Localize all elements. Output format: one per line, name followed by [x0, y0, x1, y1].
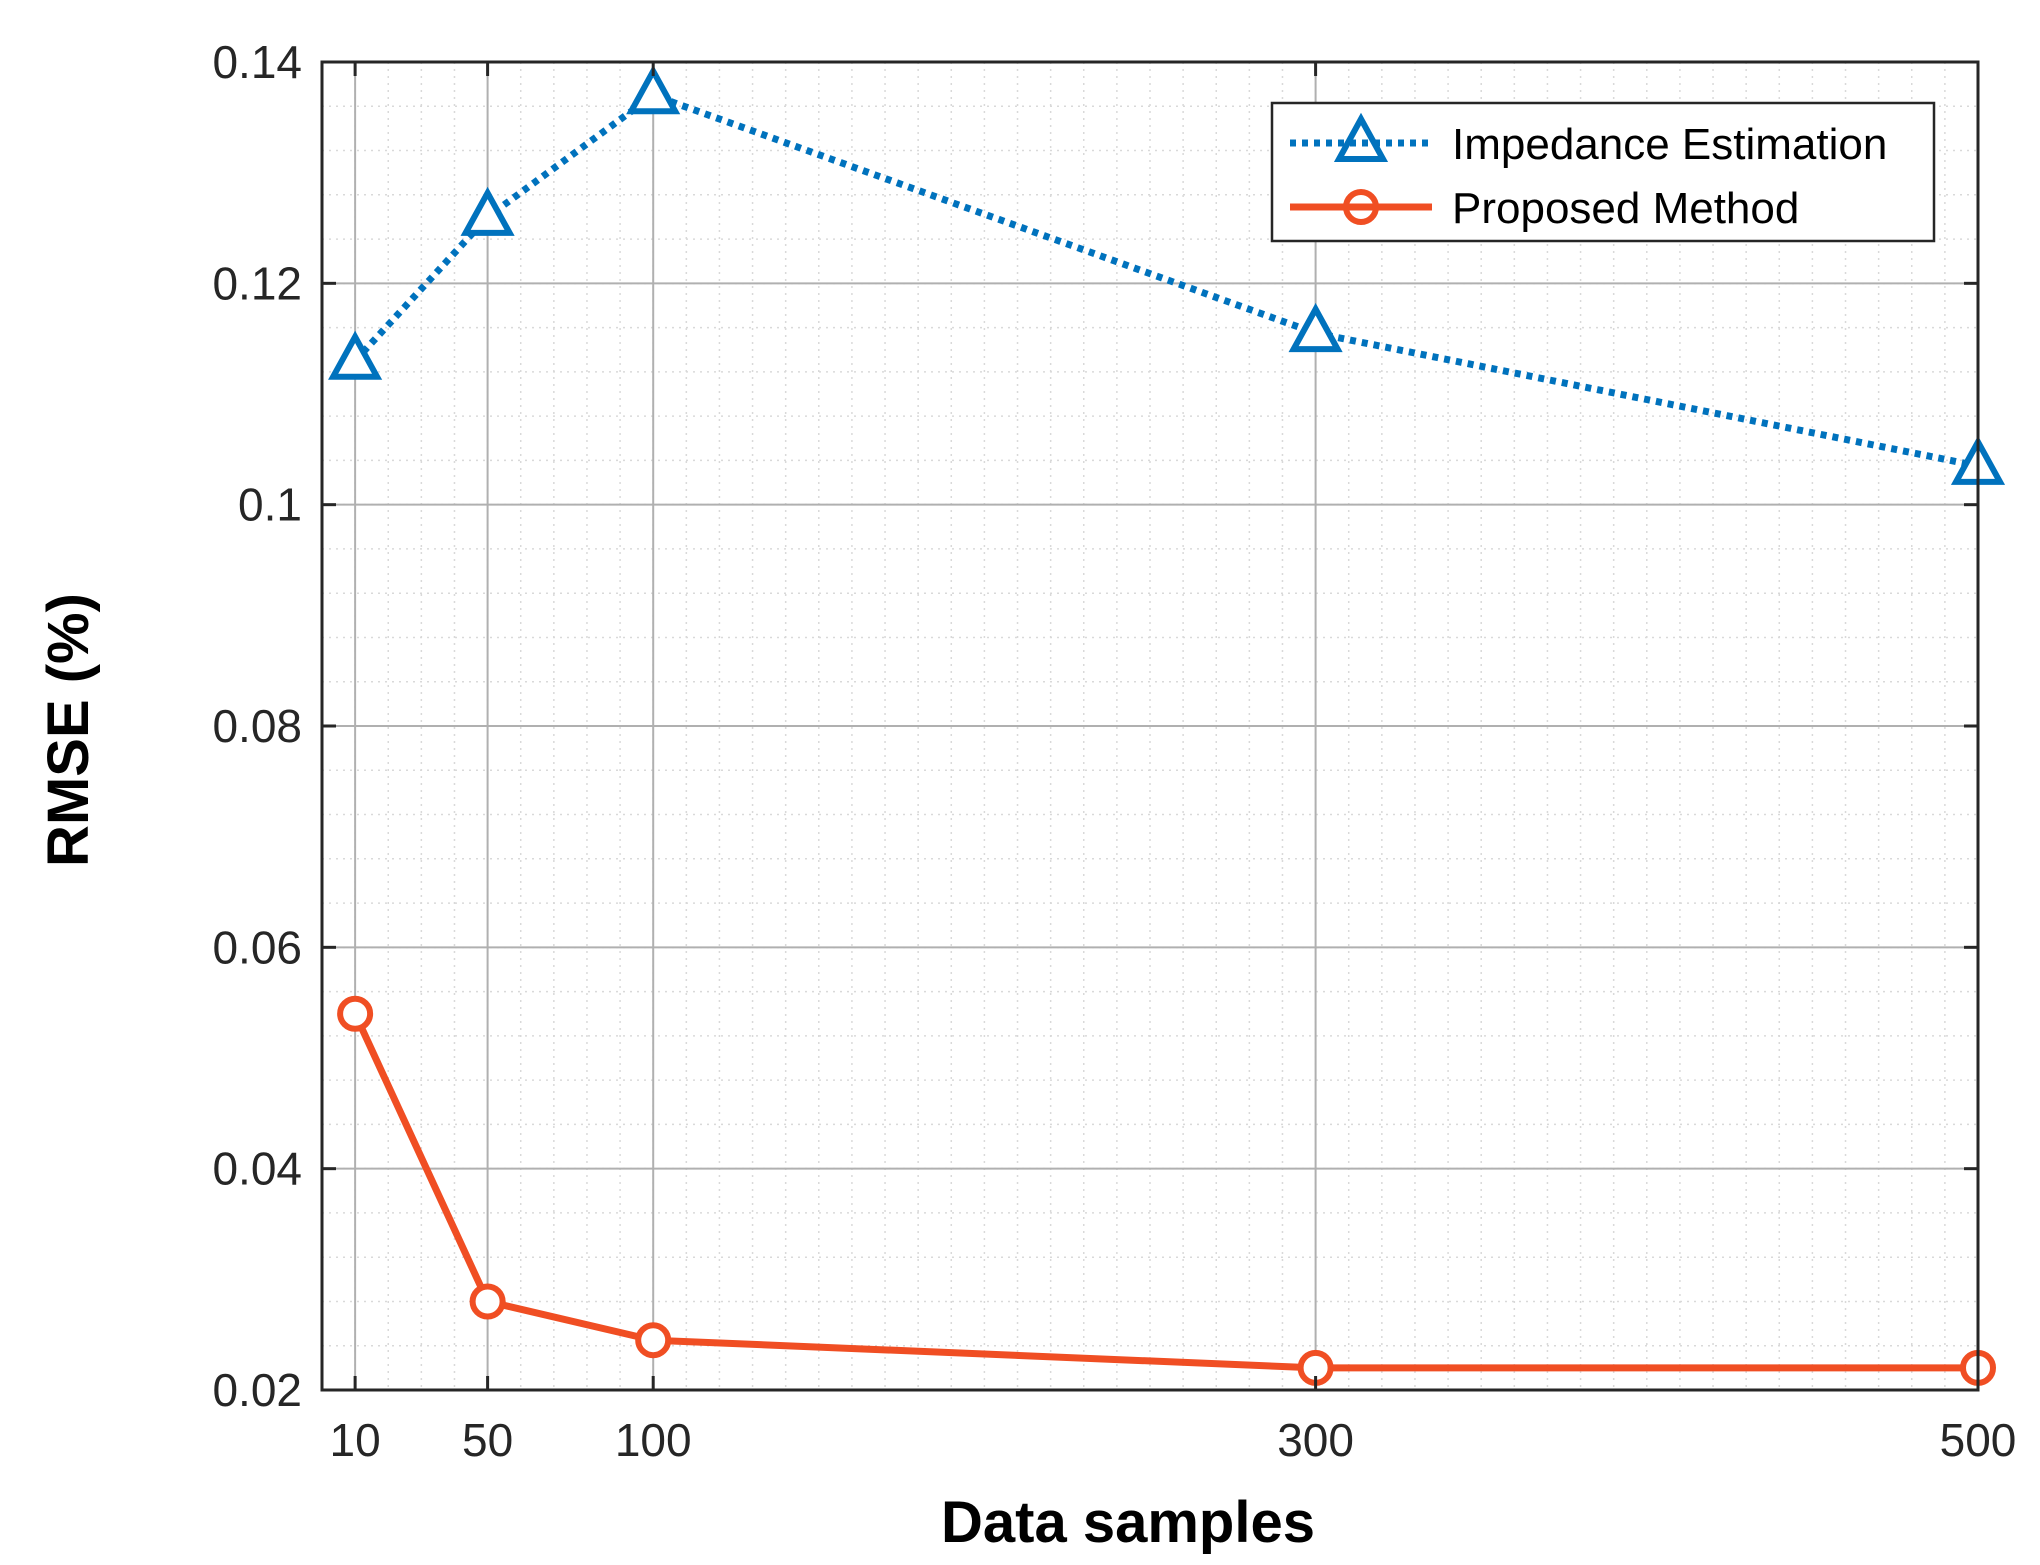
legend-marker-triangle-icon — [1333, 112, 1389, 162]
data-point-proposed-method — [635, 1322, 672, 1359]
y-tick-label: 0.06 — [212, 921, 302, 973]
data-point-impedance-estimation — [626, 64, 681, 115]
y-tick-label: 0.02 — [212, 1364, 302, 1416]
y-axis-label: RMSE (%) — [36, 593, 101, 867]
legend-box — [1270, 101, 1936, 243]
x-tick-label: 300 — [1277, 1414, 1354, 1466]
y-tick-label: 0.04 — [212, 1143, 302, 1195]
x-tick-label: 10 — [330, 1414, 381, 1466]
y-tick-label: 0.1 — [238, 479, 302, 531]
y-tick-label: 0.14 — [212, 36, 302, 88]
x-axis-label: Data samples — [941, 1490, 1315, 1555]
data-point-proposed-method — [469, 1283, 506, 1320]
x-tick-label: 100 — [615, 1414, 692, 1466]
legend-marker-circle-icon — [1343, 189, 1379, 225]
tick-labels: 10 50 100 300 500 0.02 0.04 0.06 0.08 0.1 0.12 0.14 — [212, 36, 2016, 1466]
x-tick-label: 500 — [1940, 1414, 2017, 1466]
legend: Impedance Estimation Proposed Method — [1270, 101, 1936, 243]
legend-label-proposed: Proposed Method — [1452, 184, 1799, 233]
data-point-impedance-estimation — [1288, 302, 1343, 353]
x-tick-label: 50 — [462, 1414, 513, 1466]
data-point-proposed-method — [337, 995, 374, 1032]
legend-label-impedance: Impedance Estimation — [1452, 120, 1887, 169]
data-point-impedance-estimation — [460, 186, 515, 236]
y-tick-label: 0.12 — [212, 257, 302, 309]
data-point-impedance-estimation — [328, 330, 383, 380]
y-tick-label: 0.08 — [212, 700, 302, 752]
ticks — [322, 60, 1980, 1392]
